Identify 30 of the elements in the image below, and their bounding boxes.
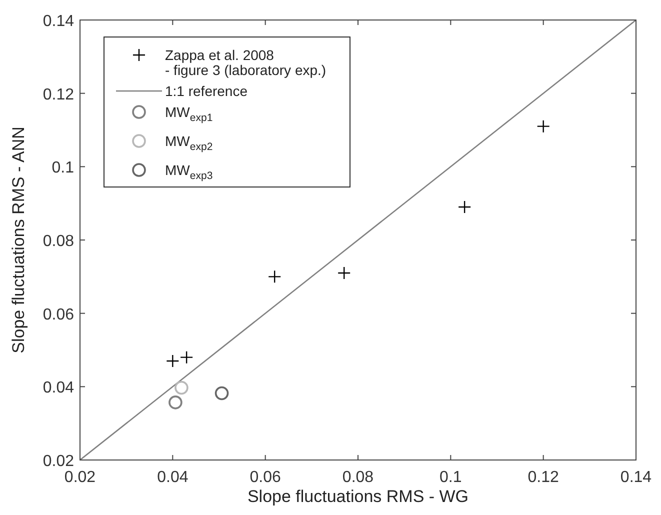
legend-label: 1:1 reference	[165, 83, 248, 99]
x-tick-label: 0.06	[250, 469, 282, 486]
point	[338, 266, 351, 280]
legend-label: MW$_{exp2}$	[165, 133, 213, 154]
point	[180, 350, 194, 364]
y-tick-label: 0.02	[42, 453, 74, 470]
y-tick-label: 0.08	[42, 233, 74, 250]
x-tick-label: 0.02	[64, 469, 96, 486]
point	[166, 354, 180, 368]
y-tick-label: 0.12	[42, 86, 74, 104]
point	[174, 380, 188, 395]
x-axis-title: Slope fluctuations RMS - WG	[247, 487, 469, 506]
y-tick-label: 0.14	[42, 13, 74, 30]
point	[268, 270, 282, 284]
point	[214, 386, 229, 400]
y-tick-label: 0.06	[42, 306, 74, 324]
legend-label: Zappa et al. 2008 - figure 3 (laboratory exp.)	[165, 47, 326, 78]
x-tick-label: 0.08	[342, 469, 374, 486]
x-tick-label: 0.04	[157, 469, 188, 486]
point	[536, 120, 550, 133]
x-tick-label: 0.12	[528, 469, 560, 486]
legend-label: MW$_{exp3}$	[165, 162, 213, 182]
x-tick-label: 0.1	[440, 469, 462, 486]
y-axis-title: Slope fluctuations RMS - ANN	[9, 126, 28, 354]
legend-label: MW$_{exp1}$	[165, 104, 213, 124]
x-tick-label: 0.14	[620, 469, 652, 486]
point	[168, 396, 182, 410]
y-tick-label: 0.1	[52, 160, 74, 177]
y-tick-label: 0.04	[42, 380, 74, 397]
point	[458, 200, 472, 214]
